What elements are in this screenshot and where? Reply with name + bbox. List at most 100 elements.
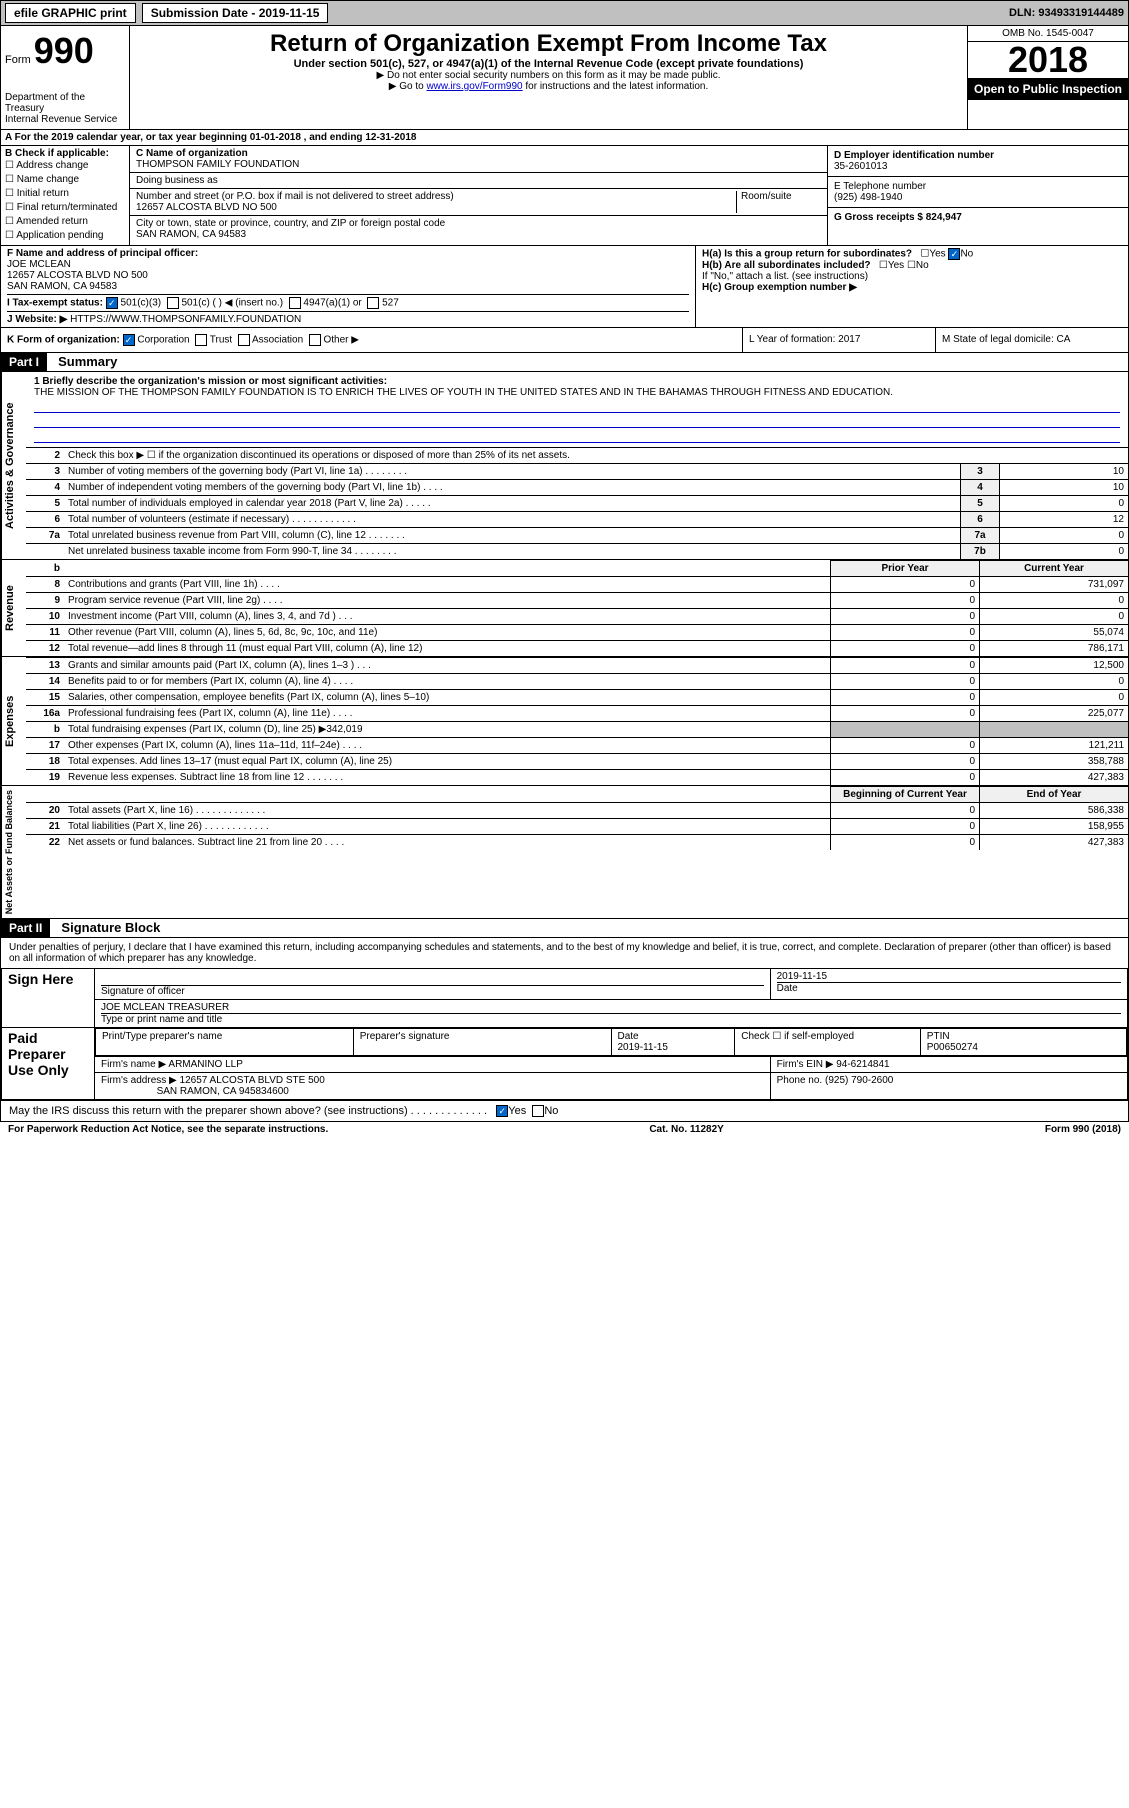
cb-amended: ☐ Amended return bbox=[5, 215, 125, 229]
col-b: B Check if applicable: ☐ Address change … bbox=[1, 146, 130, 245]
section-bcde: B Check if applicable: ☐ Address change … bbox=[0, 146, 1129, 246]
hb-note: If "No," attach a list. (see instruction… bbox=[702, 271, 1122, 282]
dba-label: Doing business as bbox=[136, 175, 821, 186]
table-row: 18Total expenses. Add lines 13–17 (must … bbox=[26, 754, 1128, 770]
footer-mid: Cat. No. 11282Y bbox=[649, 1124, 723, 1135]
line1-label: 1 Briefly describe the organization's mi… bbox=[34, 376, 1120, 387]
table-row: 14Benefits paid to or for members (Part … bbox=[26, 674, 1128, 690]
vtext-ag: Activities & Governance bbox=[1, 372, 26, 559]
vtext-rev: Revenue bbox=[1, 560, 26, 656]
table-ag: 2Check this box ▶ ☐ if the organization … bbox=[26, 447, 1128, 559]
form-number: 990 bbox=[34, 30, 94, 71]
firm-addr1: 12657 ALCOSTA BLVD STE 500 bbox=[180, 1075, 325, 1086]
table-row: 11Other revenue (Part VIII, column (A), … bbox=[26, 625, 1128, 641]
irs-label: Internal Revenue Service bbox=[5, 114, 125, 125]
table-row: 16aProfessional fundraising fees (Part I… bbox=[26, 706, 1128, 722]
addr-label: Number and street (or P.O. box if mail i… bbox=[136, 191, 736, 202]
cb-name: ☐ Name change bbox=[5, 173, 125, 187]
d-label: D Employer identification number bbox=[834, 150, 1122, 161]
ein: 35-2601013 bbox=[834, 161, 1122, 172]
officer-name: JOE MCLEAN bbox=[7, 259, 689, 270]
prep-sig-label: Preparer's signature bbox=[353, 1029, 611, 1056]
officer-addr2: SAN RAMON, CA 94583 bbox=[7, 281, 689, 292]
cb-501c bbox=[167, 297, 179, 309]
type-name-label: Type or print name and title bbox=[101, 1014, 1121, 1025]
e-label: E Telephone number bbox=[834, 181, 1122, 192]
signature-block: Under penalties of perjury, I declare th… bbox=[0, 938, 1129, 1122]
table-row: 21Total liabilities (Part X, line 26) . … bbox=[26, 819, 1128, 835]
col-m: M State of legal domicile: CA bbox=[935, 328, 1128, 352]
check-self: Check ☐ if self-employed bbox=[735, 1029, 921, 1056]
declaration: Under penalties of perjury, I declare th… bbox=[1, 938, 1128, 968]
table-row: 19Revenue less expenses. Subtract line 1… bbox=[26, 770, 1128, 786]
firm-phone: (925) 790-2600 bbox=[825, 1075, 893, 1086]
part1-rev: Revenue b Prior Year Current Year 8Contr… bbox=[0, 560, 1129, 657]
part1-exp: Expenses 13Grants and similar amounts pa… bbox=[0, 657, 1129, 786]
note2: ▶ Go to www.irs.gov/Form990 for instruct… bbox=[134, 81, 963, 92]
cb-discuss-no bbox=[532, 1105, 544, 1117]
col-k: K Form of organization: ✓ Corporation Tr… bbox=[1, 328, 742, 352]
table-row: 17Other expenses (Part IX, column (A), l… bbox=[26, 738, 1128, 754]
sig-date: 2019-11-15 bbox=[777, 971, 1121, 983]
city-label: City or town, state or province, country… bbox=[136, 218, 821, 229]
sign-here: Sign Here bbox=[2, 969, 95, 1028]
cb-final: ☐ Final return/terminated bbox=[5, 201, 125, 215]
part2-label: Part II bbox=[1, 919, 50, 937]
cb-initial: ☐ Initial return bbox=[5, 187, 125, 201]
ha-label: H(a) Is this a group return for subordin… bbox=[702, 249, 912, 260]
footer-left: For Paperwork Reduction Act Notice, see … bbox=[8, 1124, 328, 1135]
curr-header: Current Year bbox=[980, 561, 1129, 577]
table-row: 13Grants and similar amounts paid (Part … bbox=[26, 658, 1128, 674]
cb-4947 bbox=[289, 297, 301, 309]
j-label: J Website: ▶ bbox=[7, 314, 67, 325]
addr: 12657 ALCOSTA BLVD NO 500 bbox=[136, 202, 736, 213]
part2-title: Signature Block bbox=[53, 920, 160, 935]
table-row: 20Total assets (Part X, line 16) . . . .… bbox=[26, 803, 1128, 819]
part1-ag: Activities & Governance 1 Briefly descri… bbox=[0, 372, 1129, 560]
room-label: Room/suite bbox=[736, 191, 821, 213]
section-fh: F Name and address of principal officer:… bbox=[0, 246, 1129, 328]
officer-name-title: JOE MCLEAN TREASURER bbox=[101, 1002, 1121, 1014]
table-row: bTotal fundraising expenses (Part IX, co… bbox=[26, 722, 1128, 738]
table-row: 6Total number of volunteers (estimate if… bbox=[26, 512, 1128, 528]
ptin: P00650274 bbox=[927, 1042, 978, 1053]
footer-right: Form 990 (2018) bbox=[1045, 1124, 1121, 1135]
g-label: G Gross receipts $ 824,947 bbox=[834, 212, 1122, 223]
subtitle: Under section 501(c), 527, or 4947(a)(1)… bbox=[134, 58, 963, 70]
title-cell: Return of Organization Exempt From Incom… bbox=[130, 26, 967, 129]
cb-pending: ☐ Application pending bbox=[5, 229, 125, 243]
table-row: 8Contributions and grants (Part VIII, li… bbox=[26, 577, 1128, 593]
k-label: K Form of organization: bbox=[7, 335, 120, 346]
part2-header: Part II Signature Block bbox=[0, 919, 1129, 938]
cb-ha-no: ✓ bbox=[948, 248, 960, 260]
prep-name-label: Print/Type preparer's name bbox=[96, 1029, 354, 1056]
col-f: F Name and address of principal officer:… bbox=[1, 246, 695, 327]
period-row: A For the 2019 calendar year, or tax yea… bbox=[0, 130, 1129, 146]
col-h: H(a) Is this a group return for subordin… bbox=[695, 246, 1128, 327]
line2: Check this box ▶ ☐ if the organization d… bbox=[64, 448, 1128, 464]
table-row: 10Investment income (Part VIII, column (… bbox=[26, 609, 1128, 625]
c-label: C Name of organization bbox=[136, 148, 821, 159]
f-label: F Name and address of principal officer: bbox=[7, 248, 689, 259]
paid-preparer: Paid Preparer Use Only bbox=[2, 1028, 95, 1100]
firm-name: ARMANINO LLP bbox=[168, 1059, 242, 1070]
prior-header: Prior Year bbox=[831, 561, 980, 577]
footer: For Paperwork Reduction Act Notice, see … bbox=[0, 1122, 1129, 1137]
table-row: 12Total revenue—add lines 8 through 11 (… bbox=[26, 641, 1128, 657]
form-label: Form bbox=[5, 54, 31, 66]
vtext-exp: Expenses bbox=[1, 657, 26, 785]
form990-link[interactable]: www.irs.gov/Form990 bbox=[426, 81, 522, 92]
hb-label: H(b) Are all subordinates included? bbox=[702, 260, 871, 271]
table-row: 5Total number of individuals employed in… bbox=[26, 496, 1128, 512]
cb-discuss-yes: ✓ bbox=[496, 1105, 508, 1117]
firm-addr2: SAN RAMON, CA 945834600 bbox=[157, 1086, 289, 1097]
sig-officer-label: Signature of officer bbox=[101, 986, 764, 997]
col-l: L Year of formation: 2017 bbox=[742, 328, 935, 352]
table-row: 9Program service revenue (Part VIII, lin… bbox=[26, 593, 1128, 609]
table-net: Beginning of Current Year End of Year 20… bbox=[26, 786, 1128, 850]
table-row: Net unrelated business taxable income fr… bbox=[26, 544, 1128, 560]
org-name: THOMPSON FAMILY FOUNDATION bbox=[136, 159, 821, 170]
top-bar: efile GRAPHIC print Submission Date - 20… bbox=[0, 0, 1129, 26]
vtext-net: Net Assets or Fund Balances bbox=[1, 786, 26, 918]
cb-corp: ✓ bbox=[123, 334, 135, 346]
